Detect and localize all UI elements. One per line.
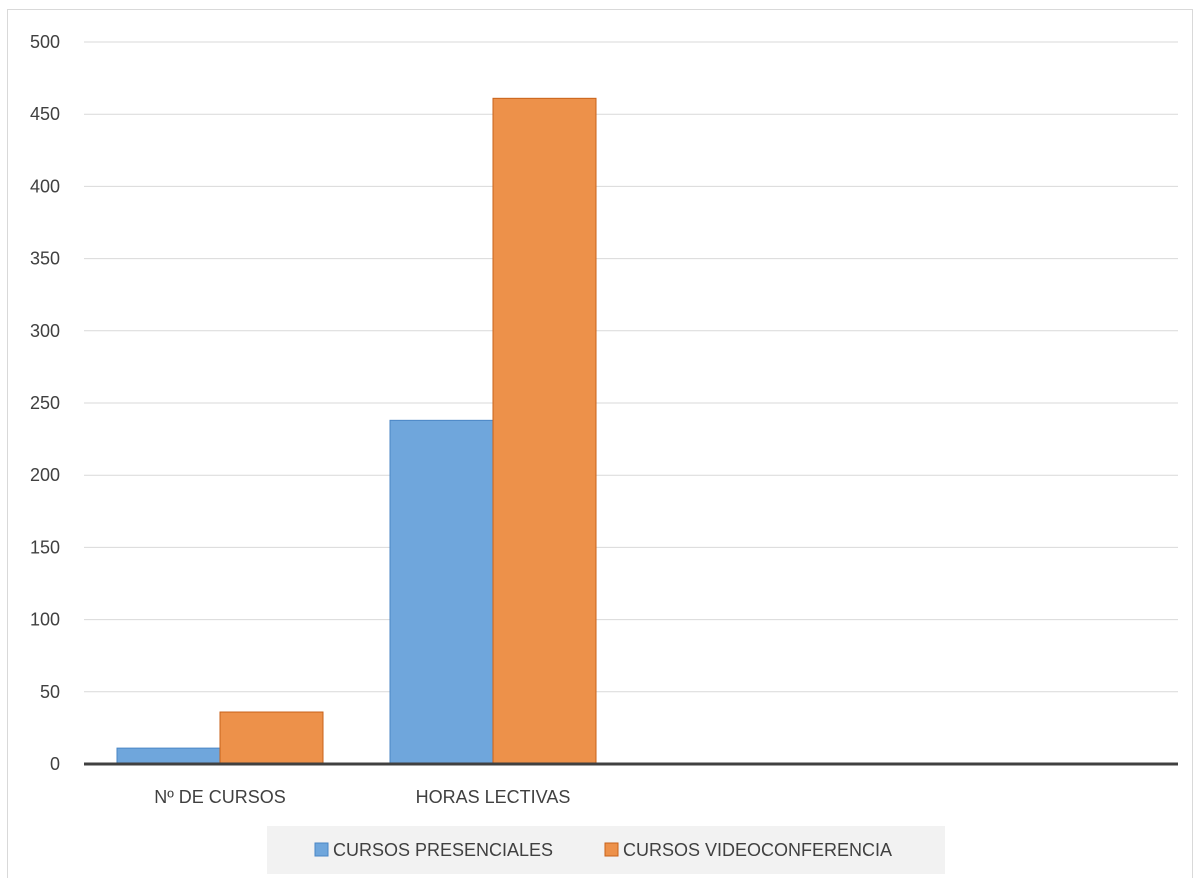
legend-label: CURSOS VIDEOCONFERENCIA (623, 840, 892, 860)
bar-videoconferencia-0 (219, 711, 324, 765)
y-tick-label: 100 (30, 610, 60, 630)
legend-swatch (314, 842, 329, 857)
gridlines (84, 41, 1178, 693)
y-axis-tick-labels: 0 50 100 150 200 250 300 350 400 450 500 (30, 32, 60, 774)
y-tick-label: 200 (30, 465, 60, 485)
y-tick-label: 400 (30, 176, 60, 196)
y-tick-label: 50 (40, 682, 60, 702)
y-tick-label: 350 (30, 249, 60, 269)
y-tick-label: 500 (30, 32, 60, 52)
legend-label: CURSOS PRESENCIALES (333, 840, 553, 860)
y-tick-label: 300 (30, 321, 60, 341)
category-label: HORAS LECTIVAS (416, 787, 571, 807)
y-tick-label: 250 (30, 393, 60, 413)
bar-videoconferencia-1 (492, 97, 597, 765)
y-tick-label: 150 (30, 537, 60, 557)
bars (116, 97, 597, 765)
legend: CURSOS PRESENCIALES CURSOS VIDEOCONFERENC… (267, 826, 945, 874)
bar-presenciales-1 (389, 419, 494, 765)
category-labels: Nº DE CURSOS HORAS LECTIVAS (154, 787, 570, 807)
y-tick-label: 0 (50, 754, 60, 774)
y-tick-label: 450 (30, 104, 60, 124)
chart-frame (7, 9, 1193, 878)
legend-swatch (604, 842, 619, 857)
bar-presenciales-0 (116, 747, 221, 765)
category-label: Nº DE CURSOS (154, 787, 286, 807)
